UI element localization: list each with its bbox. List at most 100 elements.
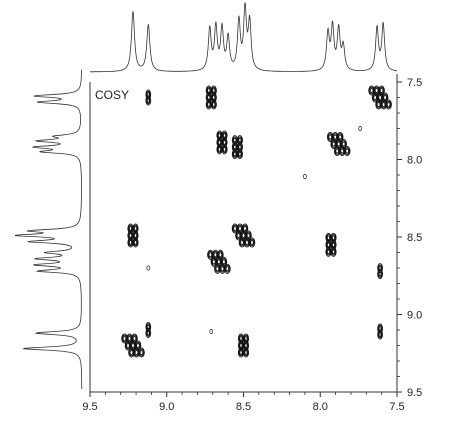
noise-speck	[146, 265, 151, 271]
contour-ring	[344, 147, 350, 155]
y-tick-label: 8.0	[407, 155, 422, 167]
contour-ring	[217, 133, 222, 138]
contour-ring	[238, 144, 242, 150]
contour-ring	[131, 343, 135, 348]
contour-ring	[236, 142, 243, 153]
contour-ring	[238, 151, 242, 157]
contour-ring	[237, 150, 243, 158]
contour-ring	[133, 226, 138, 231]
contour-ring	[138, 348, 145, 357]
contour-ring	[335, 148, 340, 154]
contour-ring	[222, 147, 227, 152]
contour-ring	[133, 233, 138, 238]
contour-ring	[126, 343, 130, 348]
contour-ring	[236, 149, 243, 160]
x-tick-label: 8.0	[313, 401, 328, 413]
contour-ring	[377, 330, 383, 339]
contour-ring	[237, 143, 243, 151]
contour-ring	[232, 150, 238, 158]
contour-ring	[331, 241, 336, 249]
y-axis: 7.5 8.0 8.5 9.0 9.5	[397, 77, 422, 399]
contour-ring	[211, 100, 217, 109]
contour-ring	[330, 239, 337, 250]
contour-ring	[248, 237, 256, 248]
contour-ring	[131, 334, 138, 343]
contour-ring	[217, 138, 222, 147]
contour-ring	[132, 336, 137, 341]
contour-ring	[383, 95, 387, 100]
contour-ring	[378, 332, 382, 337]
contour-ring	[222, 259, 226, 265]
cross-peak	[216, 130, 228, 155]
contour-ring	[207, 95, 211, 100]
cross-peak	[205, 85, 217, 110]
contour-ring	[220, 266, 225, 272]
contour-ring	[146, 329, 151, 337]
contour-ring	[134, 340, 142, 351]
top-1d-spectrum	[90, 2, 398, 73]
contour-ring	[338, 134, 343, 140]
cross-peak	[127, 223, 139, 248]
noise-speck	[358, 125, 363, 132]
noise-speck	[302, 173, 307, 180]
contour-ring	[211, 93, 217, 102]
cross-peak	[145, 322, 152, 338]
contour-ring	[330, 246, 337, 257]
cross-peak	[207, 249, 231, 274]
contour-ring	[222, 133, 227, 138]
contour-ring	[337, 133, 343, 141]
contour-ring	[210, 92, 217, 103]
contour-ring	[385, 99, 392, 110]
x-axis: 9.5 9.0 8.5 8.0 7.5	[82, 392, 405, 413]
contour-ring	[239, 336, 243, 341]
contour-ring	[221, 130, 228, 141]
cross-peak	[368, 85, 392, 110]
x-tick-label: 9.0	[159, 401, 174, 413]
contour-ring	[128, 231, 133, 240]
top-trace-line	[90, 2, 398, 73]
contour-ring	[217, 131, 222, 140]
contour-ring	[374, 88, 379, 93]
contour-ring	[340, 148, 345, 154]
contour-ring	[326, 249, 331, 255]
contour-ring	[132, 230, 139, 241]
contour-ring	[238, 341, 244, 350]
contour-ring	[331, 242, 336, 248]
contour-ring	[133, 238, 138, 247]
contour-ring	[134, 350, 139, 355]
contour-ring	[224, 265, 230, 273]
contour-ring	[208, 252, 213, 258]
contour-ring	[242, 347, 250, 358]
contour-ring	[376, 102, 381, 107]
left-trace-line	[14, 69, 83, 389]
contour-ring	[233, 151, 237, 157]
contour-ring	[220, 256, 228, 267]
contour-ring	[206, 100, 212, 109]
contour-ring	[238, 226, 242, 231]
contour-ring	[217, 140, 222, 145]
contour-ring	[340, 138, 347, 150]
contour-ring	[233, 226, 237, 231]
contour-ring	[241, 223, 249, 234]
contour-ring	[336, 131, 344, 143]
contour-ring	[249, 238, 255, 247]
contour-ring	[217, 249, 224, 260]
contour-ring	[238, 137, 242, 143]
contour-ring	[128, 238, 133, 247]
contour-ring	[331, 234, 336, 242]
contour-ring	[127, 336, 132, 341]
left-1d-spectrum	[14, 69, 83, 389]
contour-ring	[331, 248, 336, 256]
contour-ring	[378, 95, 382, 100]
contour-ring	[379, 88, 384, 93]
chart-title: COSY	[95, 88, 129, 102]
contour-ring	[133, 231, 138, 240]
contour-ring	[217, 145, 222, 154]
contour-ring	[341, 141, 346, 147]
noise-speck	[209, 328, 214, 335]
y-tick-label: 8.5	[407, 232, 422, 244]
contour-ring	[217, 259, 221, 265]
contour-ring	[328, 134, 333, 140]
